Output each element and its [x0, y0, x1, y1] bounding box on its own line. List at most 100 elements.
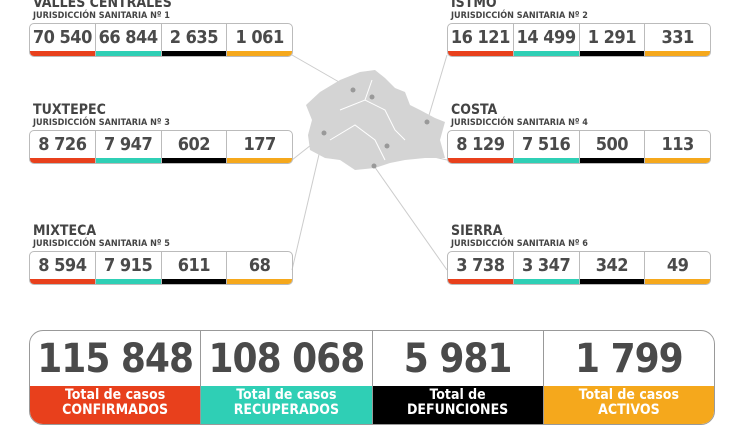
color-bar — [227, 158, 292, 163]
region-title: TUXTEPEC — [33, 102, 106, 118]
region-istmo: ISTMO JURISDICCIÓN SANITARIA Nº 2 16 121 1… — [447, 0, 711, 57]
connector-line — [373, 165, 448, 271]
color-bar — [645, 51, 710, 56]
stat-activos: 1 061 — [227, 24, 292, 56]
connector-line — [426, 54, 448, 123]
color-bar — [579, 158, 645, 163]
stat-value: 602 — [177, 134, 211, 155]
region-subtitle: JURISDICCIÓN SANITARIA Nº 6 — [451, 239, 588, 249]
map-borders — [329, 79, 406, 161]
stat-confirmados: 8 594 — [30, 252, 96, 284]
stat-recuperados: 7 516 — [513, 131, 580, 163]
totals-panel: 115 848 Total de casos CONFIRMADOS 108 068… — [29, 330, 715, 425]
region-title: MIXTECA — [33, 223, 97, 239]
stat-activos: 113 — [645, 131, 710, 163]
color-bar — [30, 158, 95, 163]
color-bar — [95, 51, 161, 56]
stat-value: 8 726 — [38, 134, 87, 155]
color-bar — [95, 279, 161, 284]
stat-value: 3 347 — [522, 255, 571, 276]
color-bar — [227, 51, 292, 56]
map-dot — [350, 87, 356, 93]
stat-confirmados: 8 726 — [30, 131, 96, 163]
stat-recuperados: 7 947 — [95, 131, 162, 163]
color-bar — [579, 279, 645, 284]
stat-value: 14 499 — [516, 27, 576, 48]
region-costa: COSTA JURISDICCIÓN SANITARIA Nº 4 8 129 7 … — [447, 103, 711, 164]
stat-defunciones: 342 — [579, 252, 646, 284]
stat-value: 8 594 — [38, 255, 87, 276]
total-label: Total de casos CONFIRMADOS — [30, 386, 201, 424]
stat-activos: 331 — [645, 24, 710, 56]
stat-recuperados: 14 499 — [513, 24, 580, 56]
stat-value: 7 915 — [104, 255, 153, 276]
stat-value: 7 516 — [522, 134, 571, 155]
total-label: Total de casos RECUPERADOS — [201, 386, 372, 424]
region-stats: 8 129 7 516 500 113 — [447, 130, 711, 164]
stat-recuperados: 66 844 — [95, 24, 162, 56]
region-stats: 16 121 14 499 1 291 331 — [447, 23, 711, 57]
stat-defunciones: 500 — [579, 131, 646, 163]
stat-defunciones: 2 635 — [161, 24, 228, 56]
stat-value: 7 947 — [104, 134, 153, 155]
color-bar — [579, 51, 645, 56]
stat-confirmados: 3 738 — [448, 252, 514, 284]
region-subtitle: JURISDICCIÓN SANITARIA Nº 5 — [33, 239, 170, 249]
stat-defunciones: 602 — [161, 131, 228, 163]
total-value: 108 068 — [208, 335, 365, 382]
color-bar — [645, 279, 710, 284]
stat-value: 16 121 — [450, 27, 510, 48]
map-shape — [306, 70, 445, 170]
total-label: Total de DEFUNCIONES — [372, 386, 543, 424]
stat-value: 8 129 — [456, 134, 505, 155]
connector-line — [291, 132, 325, 271]
stat-value: 331 — [661, 27, 694, 48]
region-title: COSTA — [451, 102, 498, 118]
total-recuperados: 108 068 Total de casos RECUPERADOS — [201, 331, 373, 424]
stat-value: 1 061 — [235, 27, 285, 48]
stat-value: 3 738 — [456, 255, 505, 276]
stat-value: 66 844 — [98, 27, 158, 48]
color-bar — [448, 279, 513, 284]
region-subtitle: JURISDICCIÓN SANITARIA Nº 1 — [33, 11, 170, 21]
color-bar — [513, 158, 579, 163]
color-bar — [161, 51, 227, 56]
region-stats: 8 594 7 915 611 68 — [29, 251, 293, 285]
region-tuxtepec: TUXTEPEC JURISDICCIÓN SANITARIA Nº 3 8 72… — [29, 103, 293, 164]
color-bar — [645, 158, 710, 163]
map-dot — [371, 163, 377, 169]
region-title: VALLES CENTRALES — [33, 0, 172, 11]
color-bar — [161, 158, 227, 163]
stat-activos: 49 — [645, 252, 710, 284]
region-title: ISTMO — [451, 0, 497, 11]
color-bar — [448, 51, 513, 56]
stat-value: 2 635 — [169, 27, 219, 48]
region-stats: 8 726 7 947 602 177 — [29, 130, 293, 164]
stat-value: 500 — [595, 134, 629, 155]
stat-value: 113 — [661, 134, 694, 155]
color-bar — [513, 51, 579, 56]
region-subtitle: JURISDICCIÓN SANITARIA Nº 4 — [451, 118, 588, 128]
stat-value: 177 — [243, 134, 276, 155]
stat-value: 342 — [595, 255, 629, 276]
total-label: Total de casos ACTIVOS — [543, 386, 714, 424]
color-bar — [30, 51, 95, 56]
region-sierra: SIERRA JURISDICCIÓN SANITARIA Nº 6 3 738 3… — [447, 224, 711, 285]
map-dot — [384, 143, 390, 149]
total-value: 5 981 — [403, 335, 513, 382]
stat-value: 611 — [177, 255, 211, 276]
color-bar — [448, 158, 513, 163]
stat-activos: 68 — [227, 252, 292, 284]
stat-recuperados: 3 347 — [513, 252, 580, 284]
region-valles-centrales: VALLES CENTRALES JURISDICCIÓN SANITARIA … — [29, 0, 293, 57]
stat-value: 70 540 — [32, 27, 92, 48]
map-dot — [369, 94, 375, 100]
stat-defunciones: 611 — [161, 252, 228, 284]
region-title: SIERRA — [451, 223, 503, 239]
color-bar — [513, 279, 579, 284]
stat-confirmados: 70 540 — [30, 24, 96, 56]
stat-recuperados: 7 915 — [95, 252, 162, 284]
total-defunciones: 5 981 Total de DEFUNCIONES — [372, 331, 544, 424]
color-bar — [30, 279, 95, 284]
